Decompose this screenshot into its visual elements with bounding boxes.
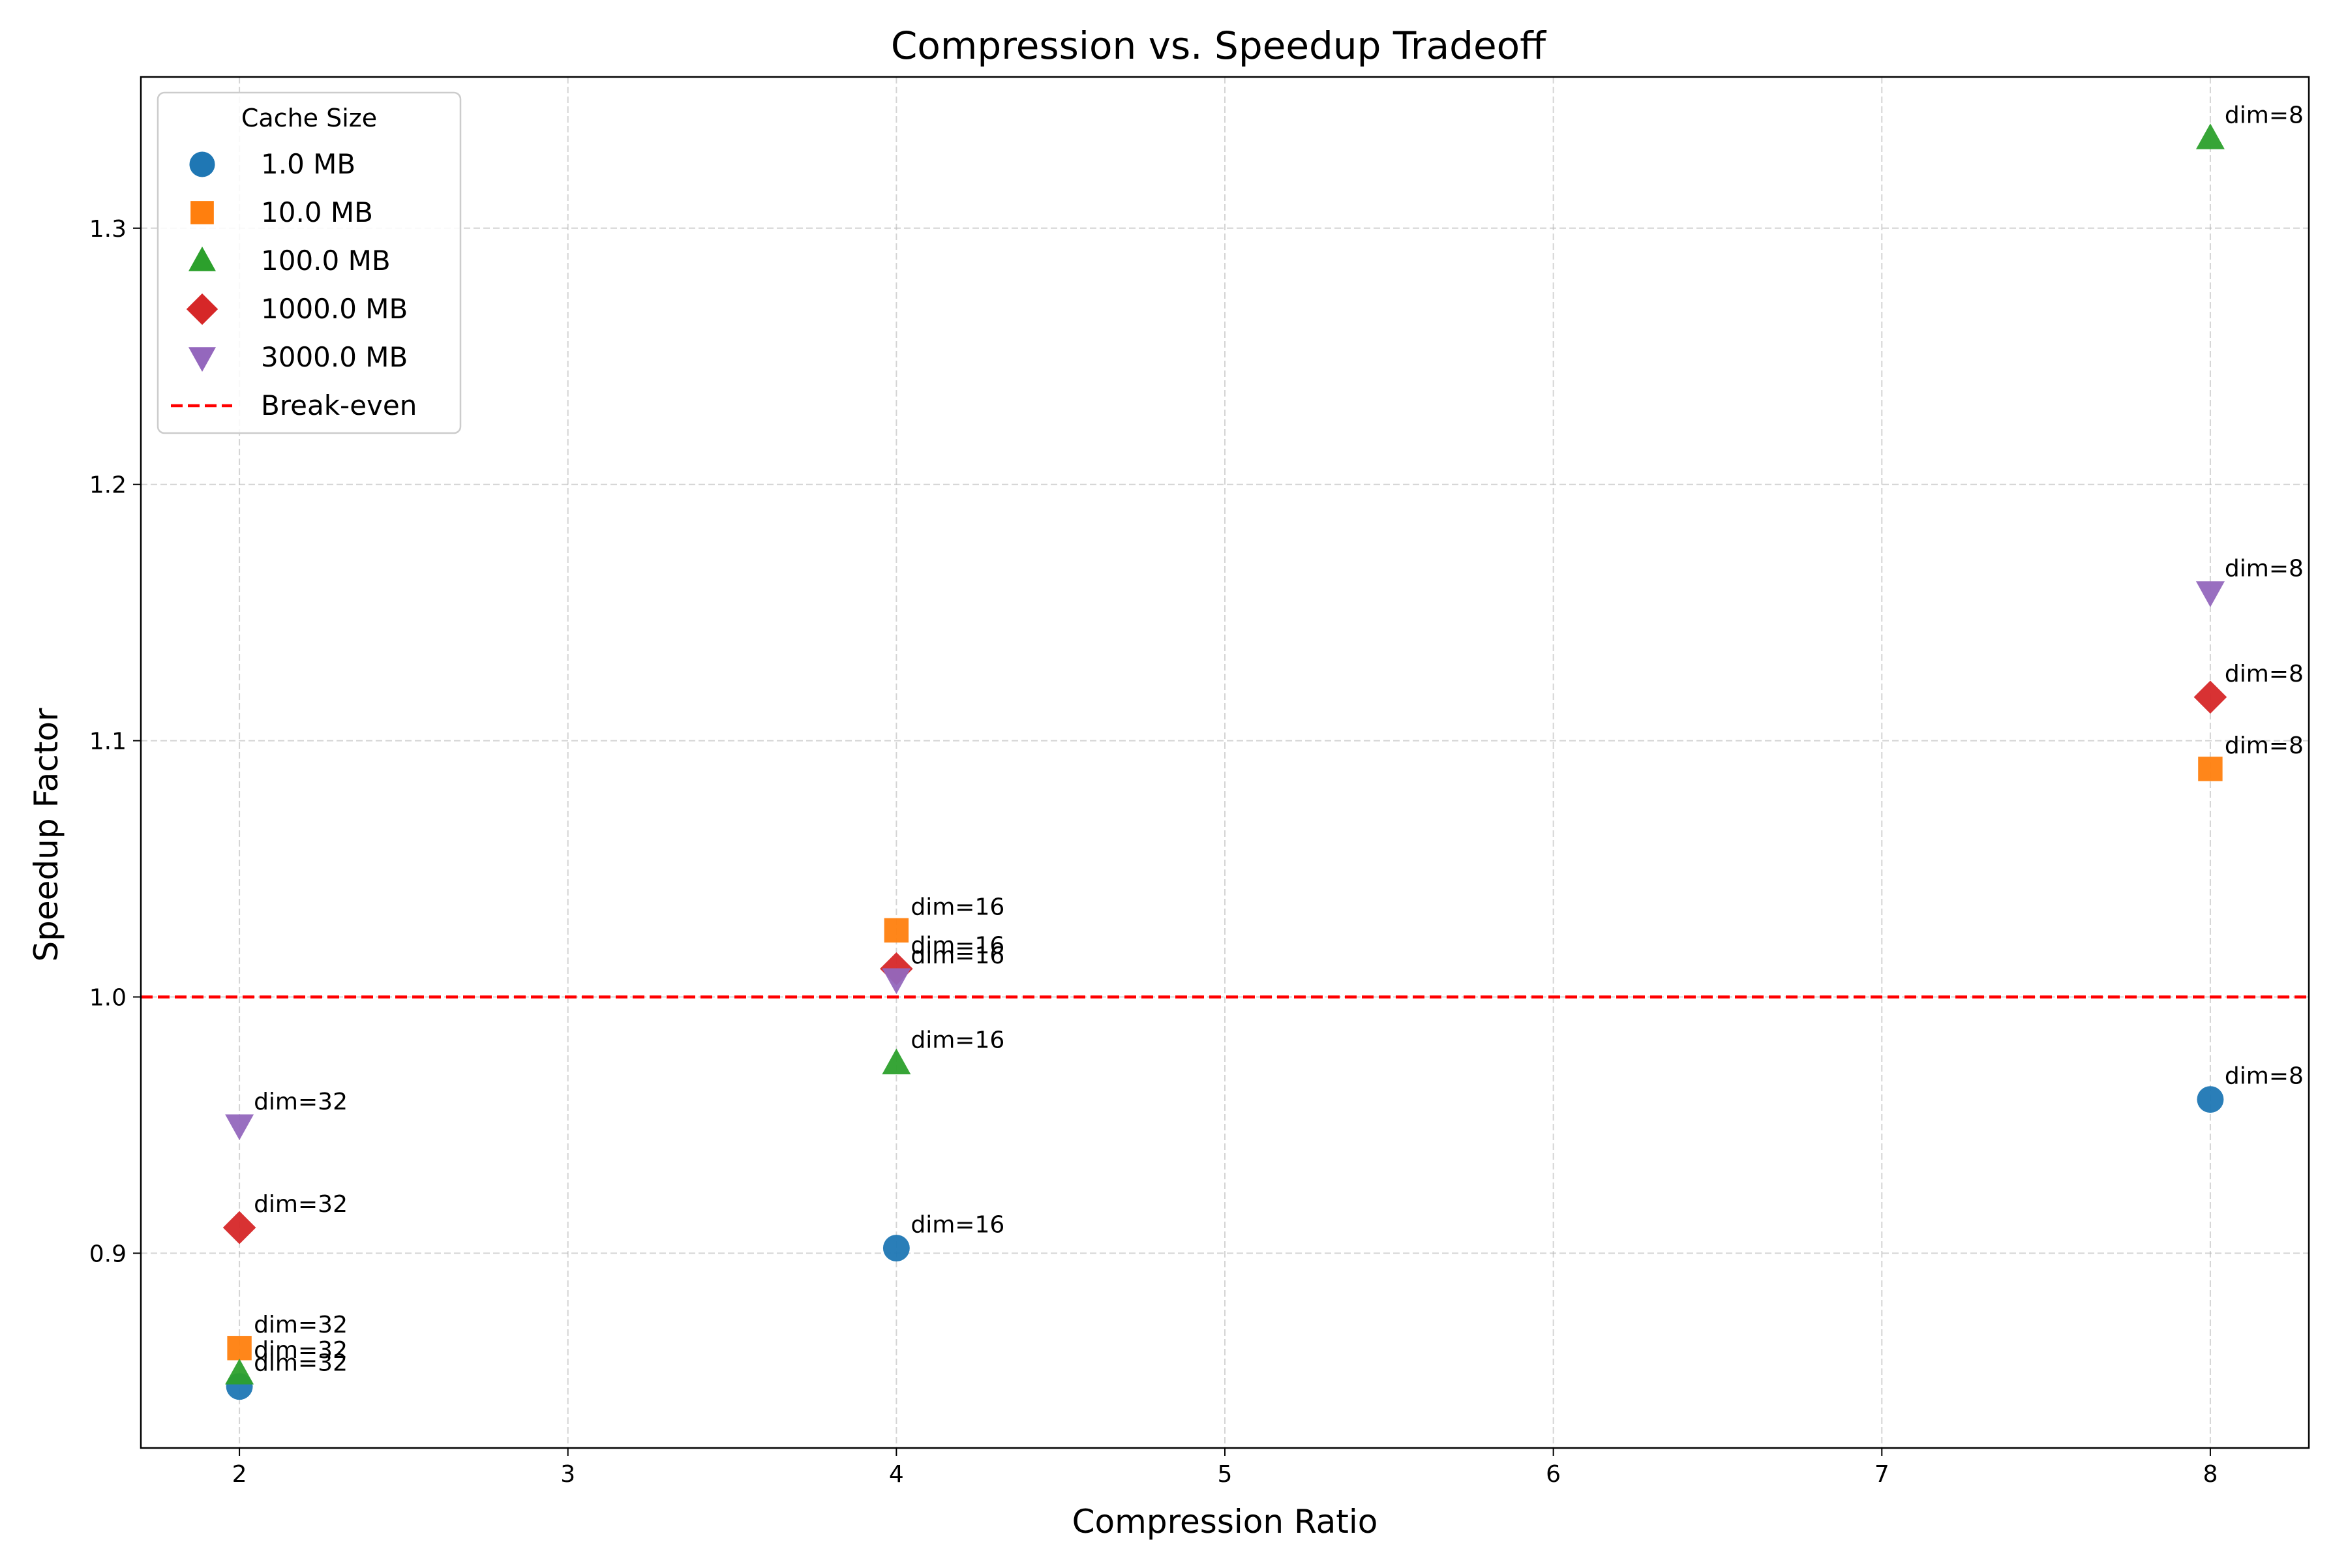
legend-label: 3000.0 MB bbox=[261, 341, 408, 373]
point-label: dim=16 bbox=[911, 932, 1004, 959]
x-tick-label: 5 bbox=[1218, 1461, 1233, 1488]
x-tick-label: 4 bbox=[889, 1461, 904, 1488]
point-label: dim=8 bbox=[2225, 556, 2304, 582]
x-tick-label: 2 bbox=[232, 1461, 247, 1488]
legend-label: 1000.0 MB bbox=[261, 293, 408, 325]
legend-marker bbox=[188, 246, 216, 271]
data-point bbox=[882, 1048, 911, 1075]
data-point bbox=[2198, 757, 2223, 781]
data-point bbox=[2193, 680, 2227, 714]
legend-frame bbox=[157, 91, 462, 434]
point-label: dim=8 bbox=[2225, 732, 2304, 759]
legend-label: Break-even bbox=[261, 389, 417, 421]
data-point bbox=[222, 1211, 256, 1244]
point-label: dim=8 bbox=[2225, 1063, 2304, 1090]
data-point bbox=[884, 918, 909, 943]
y-tick-label: 1.2 bbox=[89, 472, 127, 499]
data-point bbox=[2195, 123, 2225, 149]
data-point bbox=[225, 1114, 254, 1141]
ticks-layer: 2 3 4 5 6 7 8 0.9 1.0 1.1 1.2 1.3 bbox=[89, 216, 2218, 1488]
chart-title: Compression vs. Speedup Tradeoff bbox=[891, 23, 1547, 68]
y-tick-label: 1.0 bbox=[89, 985, 127, 1012]
data-point bbox=[882, 1235, 910, 1262]
data-point bbox=[225, 1358, 254, 1385]
point-label: dim=32 bbox=[254, 1312, 348, 1338]
data-point bbox=[2195, 581, 2225, 607]
legend: Cache Size 1.0 MB 10.0 MB 100.0 MB 1000.0 M… bbox=[157, 91, 462, 434]
point-label: dim=8 bbox=[2225, 102, 2304, 128]
legend-entries: 1.0 MB 10.0 MB 100.0 MB 1000.0 MB 3000.0 MB B… bbox=[171, 148, 417, 421]
data-point bbox=[882, 968, 911, 995]
y-tick-label: 1.1 bbox=[89, 729, 127, 755]
data-point bbox=[227, 1336, 252, 1361]
legend-marker bbox=[188, 347, 216, 372]
point-label: dim=8 bbox=[2225, 661, 2304, 687]
point-label: dim=16 bbox=[911, 942, 1004, 969]
y-axis-label: Speedup Factor bbox=[27, 708, 65, 962]
y-tick-label: 1.3 bbox=[89, 216, 127, 243]
x-tick-label: 3 bbox=[560, 1461, 575, 1488]
legend-label: 1.0 MB bbox=[261, 148, 355, 180]
legend-label: 100.0 MB bbox=[261, 245, 391, 277]
x-tick-label: 7 bbox=[1874, 1461, 1889, 1488]
legend-marker bbox=[190, 201, 214, 224]
x-axis-label: Compression Ratio bbox=[1072, 1503, 1378, 1541]
legend-label: 10.0 MB bbox=[261, 196, 373, 228]
legend-title: Cache Size bbox=[241, 104, 377, 132]
legend-marker bbox=[186, 293, 218, 325]
x-tick-label: 8 bbox=[2203, 1461, 2218, 1488]
point-label: dim=16 bbox=[911, 1212, 1004, 1239]
points-layer bbox=[222, 123, 2227, 1400]
point-label: dim=32 bbox=[254, 1089, 348, 1115]
legend-marker bbox=[189, 151, 215, 177]
point-label: dim=32 bbox=[254, 1337, 348, 1364]
point-label: dim=32 bbox=[254, 1191, 348, 1218]
point-labels-layer: dim=32 dim=16 dim=8 dim=32 dim=16 dim=8 dim=32… bbox=[254, 102, 2304, 1376]
x-tick-label: 6 bbox=[1546, 1461, 1561, 1488]
point-label: dim=16 bbox=[911, 1027, 1004, 1054]
point-label: dim=32 bbox=[254, 1350, 348, 1377]
point-label: dim=16 bbox=[911, 894, 1004, 920]
data-point bbox=[2197, 1086, 2224, 1113]
y-tick-label: 0.9 bbox=[89, 1241, 127, 1267]
